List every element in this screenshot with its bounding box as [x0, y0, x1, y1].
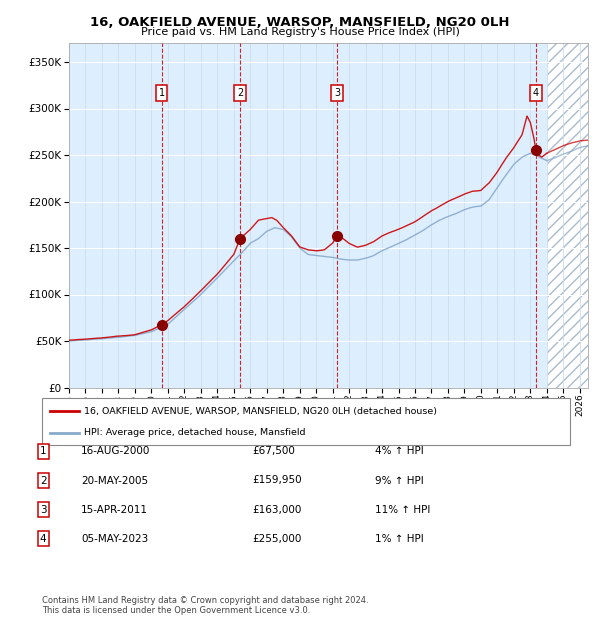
Text: £255,000: £255,000	[252, 534, 301, 544]
Text: 11% ↑ HPI: 11% ↑ HPI	[375, 505, 430, 515]
Text: 3: 3	[40, 505, 47, 515]
Text: 9% ↑ HPI: 9% ↑ HPI	[375, 476, 424, 485]
Text: 3: 3	[334, 88, 340, 98]
Text: £67,500: £67,500	[252, 446, 295, 456]
Text: 1% ↑ HPI: 1% ↑ HPI	[375, 534, 424, 544]
Text: Price paid vs. HM Land Registry's House Price Index (HPI): Price paid vs. HM Land Registry's House …	[140, 27, 460, 37]
Text: HPI: Average price, detached house, Mansfield: HPI: Average price, detached house, Mans…	[84, 428, 306, 438]
FancyBboxPatch shape	[42, 398, 570, 445]
Text: 16, OAKFIELD AVENUE, WARSOP, MANSFIELD, NG20 0LH: 16, OAKFIELD AVENUE, WARSOP, MANSFIELD, …	[90, 16, 510, 29]
Text: 16-AUG-2000: 16-AUG-2000	[81, 446, 151, 456]
Text: £163,000: £163,000	[252, 505, 301, 515]
Text: 05-MAY-2023: 05-MAY-2023	[81, 534, 148, 544]
Text: 1: 1	[40, 446, 47, 456]
Text: 20-MAY-2005: 20-MAY-2005	[81, 476, 148, 485]
Text: 4: 4	[40, 534, 47, 544]
Text: 16, OAKFIELD AVENUE, WARSOP, MANSFIELD, NG20 0LH (detached house): 16, OAKFIELD AVENUE, WARSOP, MANSFIELD, …	[84, 407, 437, 415]
Text: 2: 2	[237, 88, 243, 98]
Text: 4% ↑ HPI: 4% ↑ HPI	[375, 446, 424, 456]
Text: £159,950: £159,950	[252, 476, 302, 485]
Text: 15-APR-2011: 15-APR-2011	[81, 505, 148, 515]
Text: 1: 1	[158, 88, 164, 98]
Text: Contains HM Land Registry data © Crown copyright and database right 2024.
This d: Contains HM Land Registry data © Crown c…	[42, 596, 368, 615]
Text: 2: 2	[40, 476, 47, 485]
Text: 4: 4	[533, 88, 539, 98]
